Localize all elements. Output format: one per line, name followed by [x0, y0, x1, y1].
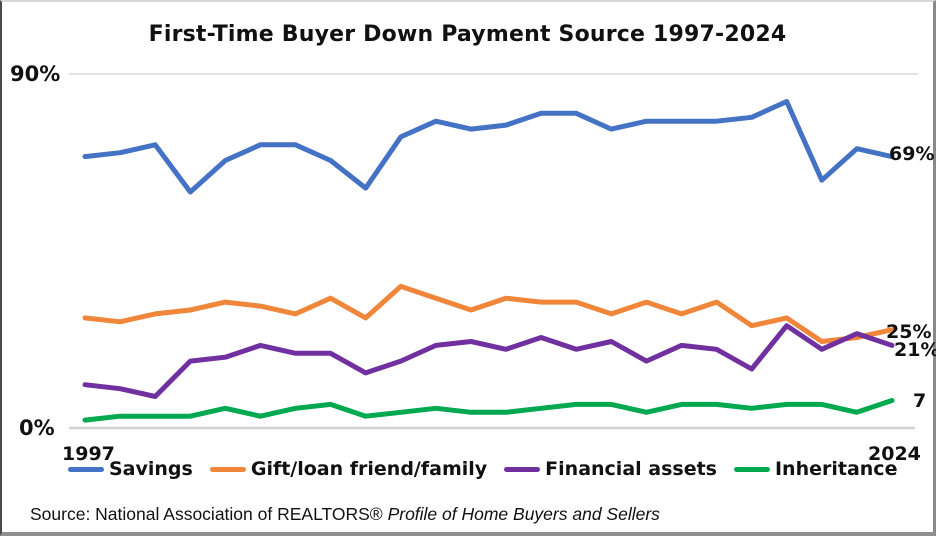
legend-item-gift-loan: Gift/loan friend/family: [209, 458, 488, 480]
legend-label-inheritance: Inheritance: [774, 458, 898, 480]
legend-label-financial-assets: Financial assets: [545, 458, 717, 480]
legend: Savings Gift/loan friend/family Financia…: [68, 458, 897, 480]
line-inheritance: [82, 398, 895, 423]
end-label-financial-assets: 21%: [894, 339, 936, 361]
x-axis-label-2024: 2024: [868, 443, 921, 465]
legend-label-gift-loan: Gift/loan friend/family: [250, 458, 488, 480]
line-gift-loan-friend-family: [82, 283, 895, 344]
savings-line-swatch: [68, 466, 104, 472]
y-axis-label-90: 90%: [10, 62, 61, 86]
gift-loan-line-swatch: [209, 466, 246, 472]
chart-title: First-Time Buyer Down Payment Source 199…: [148, 22, 787, 47]
legend-item-savings: Savings: [68, 458, 193, 480]
legend-item-inheritance: Inheritance: [733, 458, 898, 480]
inheritance-line-swatch: [733, 466, 770, 472]
financial-assets-line-swatch: [504, 466, 541, 472]
line-financial-assets: [82, 323, 895, 399]
source-attribution: Source: National Association of REALTORS…: [30, 504, 660, 525]
source-publication-title: Profile of Home Buyers and Sellers: [387, 504, 660, 524]
source-text: Source: National Association of REALTORS…: [30, 504, 388, 524]
legend-label-savings: Savings: [109, 458, 193, 480]
end-label-inheritance: 7: [913, 390, 927, 412]
end-label-gift-loan: 25%: [886, 321, 932, 343]
legend-item-financial-assets: Financial assets: [504, 458, 717, 480]
end-label-savings: 69%: [889, 143, 935, 165]
x-axis-label-1997: 1997: [62, 443, 115, 465]
y-axis-label-0: 0%: [19, 416, 55, 440]
line-savings: [82, 99, 895, 195]
